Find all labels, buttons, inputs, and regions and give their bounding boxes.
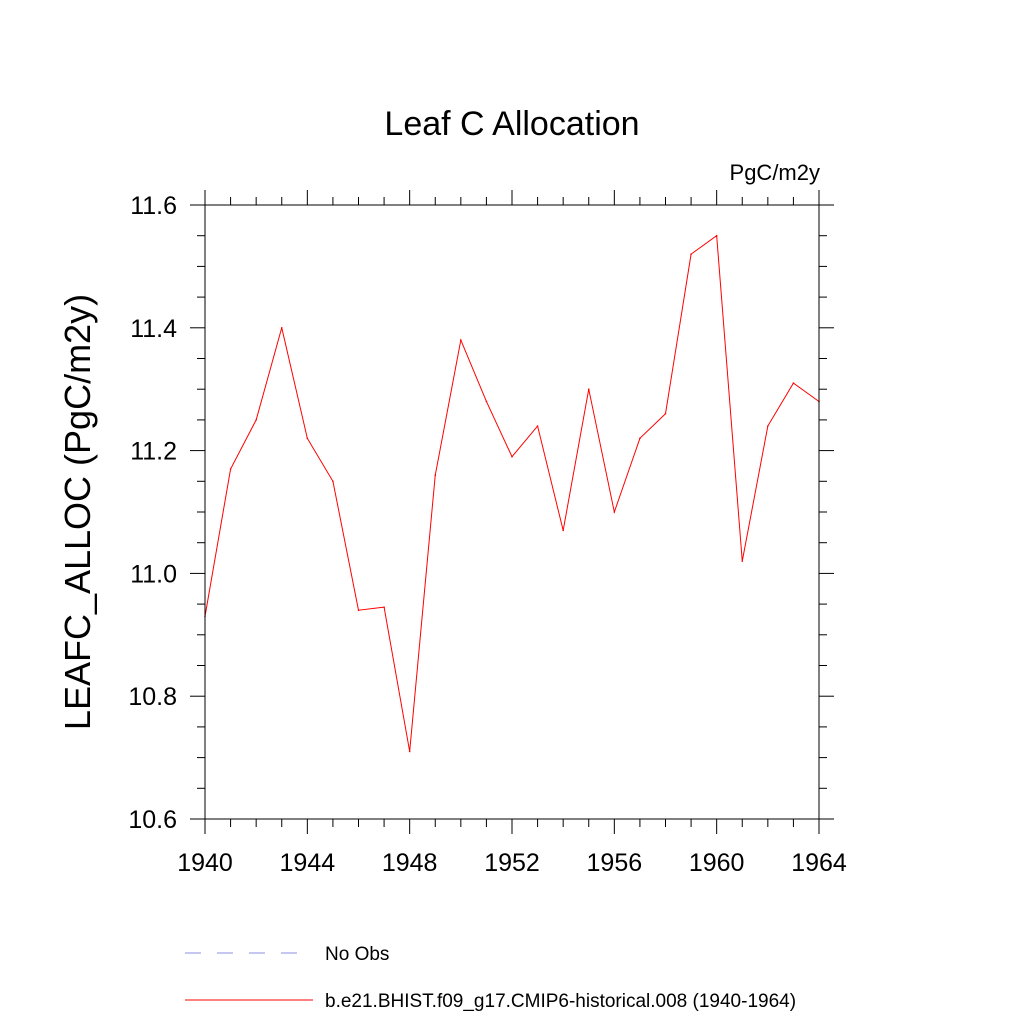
x-tick-label: 1944 xyxy=(280,849,336,877)
series-layer xyxy=(204,234,820,753)
chart-title: Leaf C Allocation xyxy=(384,105,639,143)
data-point xyxy=(229,468,232,470)
tick-labels: 1940 1944 1948 1952 1956 1960 1964 10.6 10.8 11.0… xyxy=(128,192,847,877)
series-line-0 xyxy=(204,234,820,752)
data-point xyxy=(280,327,283,329)
data-point xyxy=(306,437,309,440)
data-point xyxy=(511,455,513,458)
data-point xyxy=(408,750,411,753)
y-tick-label: 10.8 xyxy=(128,683,177,711)
y-tick-label: 11.2 xyxy=(130,438,177,466)
data-point xyxy=(741,560,744,562)
plot-frame xyxy=(204,204,820,820)
data-point xyxy=(460,339,462,341)
data-point xyxy=(767,425,769,427)
data-point xyxy=(639,437,641,440)
x-tick-label: 1940 xyxy=(177,849,233,877)
data-point xyxy=(536,425,539,427)
data-point xyxy=(485,400,488,403)
x-tick-label: 1948 xyxy=(382,849,438,877)
data-point xyxy=(690,253,692,255)
axis-ticks xyxy=(190,190,834,834)
data-point xyxy=(357,609,360,612)
y-tick-label: 11.4 xyxy=(130,315,177,343)
y-axis-label: LEAFC_ALLOC (PgC/m2y) xyxy=(57,294,98,730)
y-tick-label: 11.6 xyxy=(130,192,177,220)
data-point xyxy=(664,412,667,415)
data-point xyxy=(715,234,718,237)
data-point xyxy=(562,529,564,532)
x-tick-label: 1960 xyxy=(689,849,745,877)
x-tick-label: 1952 xyxy=(484,849,540,877)
data-point xyxy=(613,511,616,513)
legend-label-model: b.e21.BHIST.f09_g17.CMIP6-historical.008… xyxy=(325,991,796,1012)
y-tick-label: 11.0 xyxy=(130,560,177,588)
x-tick-label: 1964 xyxy=(791,849,847,877)
data-point xyxy=(587,388,590,391)
y-tick-label: 10.6 xyxy=(128,806,177,834)
data-point xyxy=(434,474,437,476)
data-point xyxy=(332,480,334,483)
legend: No Obs b.e21.BHIST.f09_g17.CMIP6-histori… xyxy=(185,944,796,1012)
x-tick-label: 1956 xyxy=(587,849,643,877)
legend-label-no-obs: No Obs xyxy=(325,944,389,965)
data-point xyxy=(255,419,257,421)
units-label: PgC/m2y xyxy=(730,160,820,185)
data-point xyxy=(383,606,385,608)
data-point xyxy=(792,382,795,384)
